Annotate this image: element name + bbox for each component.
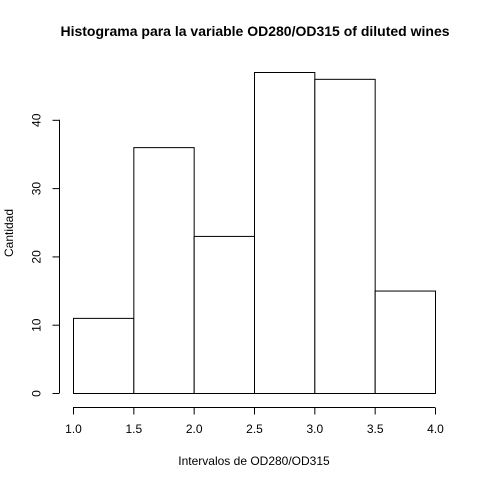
- histogram-bar-1: [133, 147, 195, 394]
- histogram-bar-5: [374, 290, 436, 394]
- histogram-bar-4: [314, 78, 376, 395]
- y-tick-label-1: 10: [30, 318, 44, 332]
- x-tick-label-3: 2.5: [246, 422, 263, 436]
- chart-title: Histograma para la variable OD280/OD315 …: [60, 23, 449, 39]
- histogram-bar-3: [254, 72, 316, 394]
- x-tick-label-6: 4.0: [427, 422, 444, 436]
- x-tick-label-1: 1.5: [125, 422, 142, 436]
- x-tick-label-5: 3.5: [367, 422, 384, 436]
- x-tick-label-4: 3.0: [306, 422, 323, 436]
- y-tick-label-4: 40: [30, 113, 44, 127]
- x-tick-label-0: 1.0: [65, 422, 82, 436]
- x-tick-label-2: 2.0: [186, 422, 203, 436]
- bars-group: [73, 72, 436, 395]
- y-axis-label: Cantidad: [2, 209, 16, 257]
- histogram-bar-2: [193, 235, 256, 394]
- x-axis-label: Intervalos de OD280/OD315: [178, 454, 330, 468]
- y-axis: 0 10 20 30 40: [30, 113, 60, 397]
- y-tick-label-0: 0: [30, 390, 44, 397]
- y-tick-label-3: 30: [30, 182, 44, 196]
- y-tick-label-2: 20: [30, 250, 44, 264]
- x-axis: 1.0 1.5 2.0 2.5 3.0 3.5 4.0: [65, 407, 444, 436]
- histogram-bar-0: [73, 317, 135, 395]
